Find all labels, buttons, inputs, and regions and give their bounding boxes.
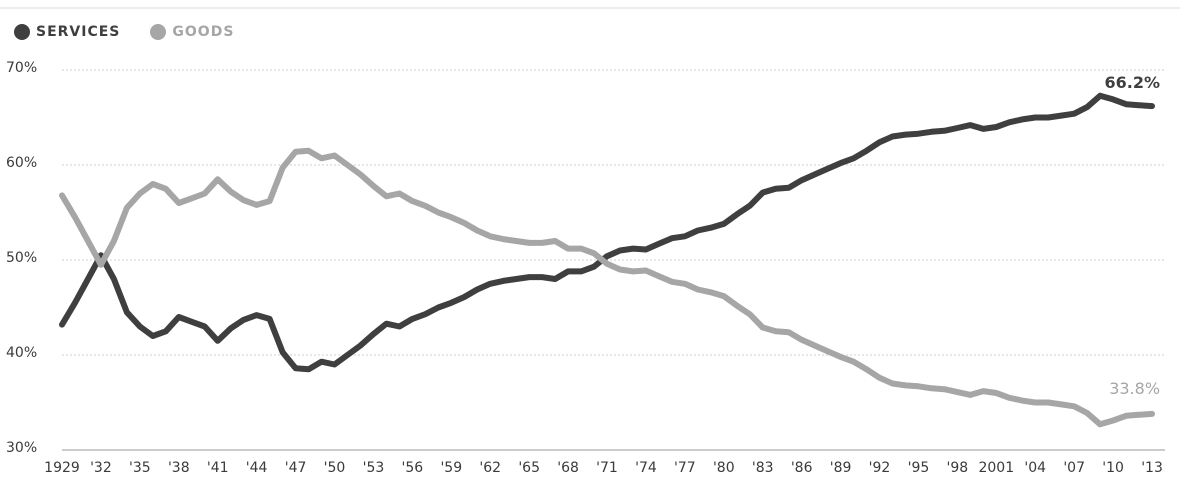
x-tick-label: '53 <box>363 460 385 476</box>
x-tick-label: '83 <box>752 460 774 476</box>
goods-swatch <box>150 24 167 40</box>
x-tick-label: '10 <box>1102 460 1124 476</box>
y-tick-label: 50% <box>6 250 37 266</box>
end-value-label-goods: 33.8% <box>1109 379 1160 398</box>
x-tick-label: '35 <box>129 460 151 476</box>
x-tick-label: '41 <box>207 460 229 476</box>
x-tick-label: '50 <box>324 460 346 476</box>
legend-item-services: SERVICES <box>14 24 120 40</box>
x-tick-label: '89 <box>830 460 852 476</box>
x-tick-label: '65 <box>518 460 540 476</box>
x-tick-label: '68 <box>557 460 579 476</box>
x-tick-label: '92 <box>869 460 891 476</box>
y-tick-label: 70% <box>6 60 37 76</box>
y-tick-label: 30% <box>6 440 37 456</box>
legend-label-goods: GOODS <box>172 24 235 40</box>
x-tick-label: 1929 <box>44 460 80 476</box>
x-tick-label: '74 <box>635 460 657 476</box>
x-tick-label: '47 <box>285 460 307 476</box>
y-tick-label: 40% <box>6 345 37 361</box>
x-tick-label: '86 <box>791 460 813 476</box>
x-tick-label: '77 <box>674 460 696 476</box>
x-tick-label: '56 <box>402 460 424 476</box>
x-tick-label: '95 <box>908 460 930 476</box>
end-value-label-services: 66.2% <box>1105 73 1161 92</box>
legend: SERVICES GOODS <box>14 24 234 40</box>
legend-label-services: SERVICES <box>36 24 121 40</box>
services-swatch <box>14 24 30 40</box>
x-tick-label: 2001 <box>978 460 1014 476</box>
x-tick-label: '80 <box>713 460 735 476</box>
x-tick-label: '32 <box>90 460 112 476</box>
x-tick-label: '38 <box>168 460 190 476</box>
x-tick-label: '07 <box>1063 460 1085 476</box>
legend-item-goods: GOODS <box>150 24 234 40</box>
x-tick-label: '71 <box>596 460 618 476</box>
x-tick-label: '04 <box>1024 460 1046 476</box>
y-tick-label: 60% <box>6 155 37 171</box>
series-line-goods <box>59 147 1155 428</box>
x-tick-label: '62 <box>479 460 501 476</box>
x-tick-label: '44 <box>246 460 268 476</box>
x-tick-label: '98 <box>947 460 969 476</box>
x-tick-label: '13 <box>1141 460 1163 476</box>
x-tick-label: '59 <box>440 460 462 476</box>
series-line-services <box>59 92 1155 373</box>
